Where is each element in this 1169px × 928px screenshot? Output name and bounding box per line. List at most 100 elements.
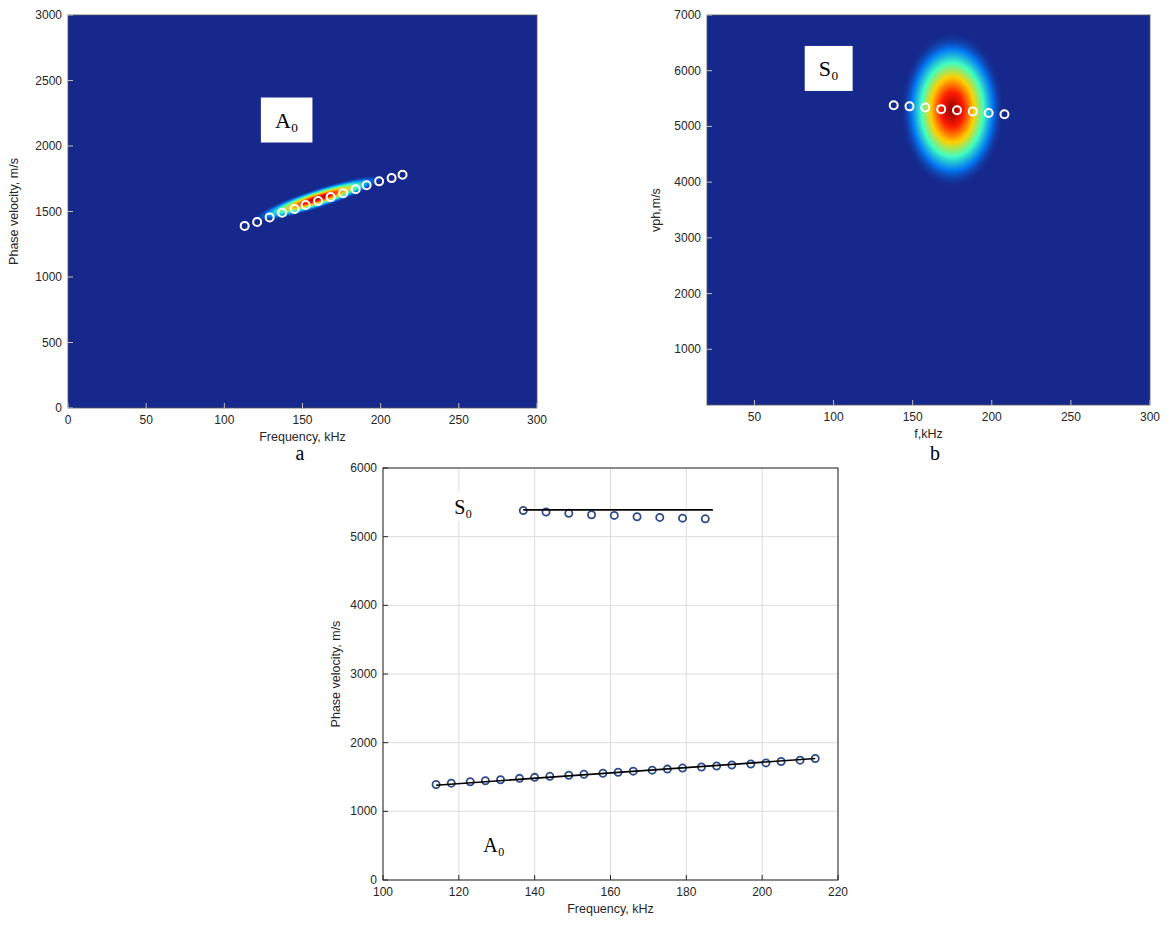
- x-tick: [302, 403, 303, 408]
- data-point: [890, 101, 898, 109]
- x-tick-label: 300: [527, 413, 547, 427]
- plot-background: [383, 468, 838, 880]
- x-axis-title: Frequency, kHz: [567, 902, 654, 916]
- y-tick-label: 6000: [674, 64, 701, 78]
- x-tick: [610, 875, 611, 880]
- x-tick: [838, 875, 839, 880]
- y-tick: [707, 126, 712, 127]
- label-patch: [805, 46, 853, 91]
- grid-line: [383, 742, 838, 743]
- label-patch: [261, 98, 313, 143]
- y-tick: [707, 237, 712, 238]
- grid-line: [383, 811, 838, 812]
- x-tick: [1150, 400, 1151, 405]
- data-point: [906, 102, 914, 110]
- y-tick: [68, 15, 73, 16]
- series-label: A₀: [275, 108, 299, 133]
- y-tick: [383, 468, 388, 469]
- x-tick-label: 50: [748, 410, 762, 424]
- x-tick-label: 0: [65, 413, 72, 427]
- data-point: [969, 107, 977, 115]
- plot-background: [68, 15, 537, 408]
- y-axis-title: vph,m/s: [649, 188, 663, 232]
- data-area: [432, 507, 818, 788]
- data-point: [1000, 110, 1008, 118]
- grid-line: [383, 605, 838, 606]
- y-tick: [383, 880, 388, 881]
- data-point: [291, 205, 299, 213]
- y-tick: [68, 277, 73, 278]
- y-tick-label: 4000: [350, 598, 377, 612]
- x-tick-label: 100: [373, 885, 393, 899]
- panel-letter: b: [930, 442, 940, 464]
- data-point: [985, 109, 993, 117]
- data-point: [399, 171, 407, 179]
- y-tick-label: 1000: [35, 270, 62, 284]
- x-tick: [224, 403, 225, 408]
- fit-line: [436, 758, 815, 785]
- panel: 1001201401601802002200100020003000400050…: [329, 461, 848, 916]
- x-tick-label: 200: [752, 885, 772, 899]
- y-tick-label: 4000: [674, 175, 701, 189]
- data-point: [937, 105, 945, 113]
- y-tick-label: 1000: [674, 342, 701, 356]
- x-tick-label: 180: [676, 885, 696, 899]
- x-tick-label: 250: [449, 413, 469, 427]
- data-point: [588, 511, 595, 518]
- y-tick-label: 5000: [350, 530, 377, 544]
- data-point: [762, 759, 769, 766]
- y-tick: [68, 342, 73, 343]
- y-tick-label: 3000: [674, 231, 701, 245]
- x-tick: [754, 400, 755, 405]
- series-label: S₀: [454, 496, 472, 518]
- data-point: [314, 197, 322, 205]
- y-tick-label: 2000: [35, 139, 62, 153]
- y-tick: [383, 674, 388, 675]
- y-tick-label: 2000: [350, 736, 377, 750]
- plot-frame: [383, 468, 838, 880]
- data-point: [679, 515, 686, 522]
- data-point: [921, 103, 929, 111]
- heat-peak: [900, 32, 1004, 188]
- x-tick: [991, 400, 992, 405]
- y-tick: [68, 80, 73, 81]
- y-tick-label: 3000: [350, 667, 377, 681]
- data-point: [482, 777, 489, 784]
- plot-background: [707, 15, 1150, 405]
- data-point: [611, 512, 618, 519]
- panel: 0501001502002503000500100015002000250030…: [7, 8, 547, 464]
- y-tick-label: 2000: [674, 287, 701, 301]
- x-tick-label: 50: [139, 413, 153, 427]
- plot-frame: [707, 15, 1150, 405]
- y-tick: [707, 293, 712, 294]
- y-tick: [707, 349, 712, 350]
- y-tick-label: 1000: [350, 804, 377, 818]
- panel-letter: a: [296, 442, 305, 464]
- x-tick-label: 160: [600, 885, 620, 899]
- fit-line: [523, 509, 713, 511]
- data-point: [565, 510, 572, 517]
- data-point: [388, 174, 396, 182]
- y-tick-label: 1500: [35, 205, 62, 219]
- x-tick: [534, 875, 535, 880]
- x-tick-label: 300: [1140, 410, 1160, 424]
- data-point: [302, 201, 310, 209]
- y-tick: [383, 811, 388, 812]
- figure: 0501001502002503000500100015002000250030…: [0, 0, 1169, 928]
- y-tick: [68, 211, 73, 212]
- x-tick: [686, 875, 687, 880]
- data-point: [467, 778, 474, 785]
- x-tick: [383, 875, 384, 880]
- data-area: [890, 32, 1009, 188]
- x-tick: [912, 400, 913, 405]
- data-point: [266, 213, 274, 221]
- x-tick: [146, 403, 147, 408]
- series-label: A₀: [483, 834, 504, 856]
- x-tick: [833, 400, 834, 405]
- y-tick: [383, 536, 388, 537]
- y-tick-label: 500: [42, 336, 62, 350]
- x-tick-label: 120: [449, 885, 469, 899]
- data-point: [363, 181, 371, 189]
- x-tick: [68, 403, 69, 408]
- y-tick: [707, 70, 712, 71]
